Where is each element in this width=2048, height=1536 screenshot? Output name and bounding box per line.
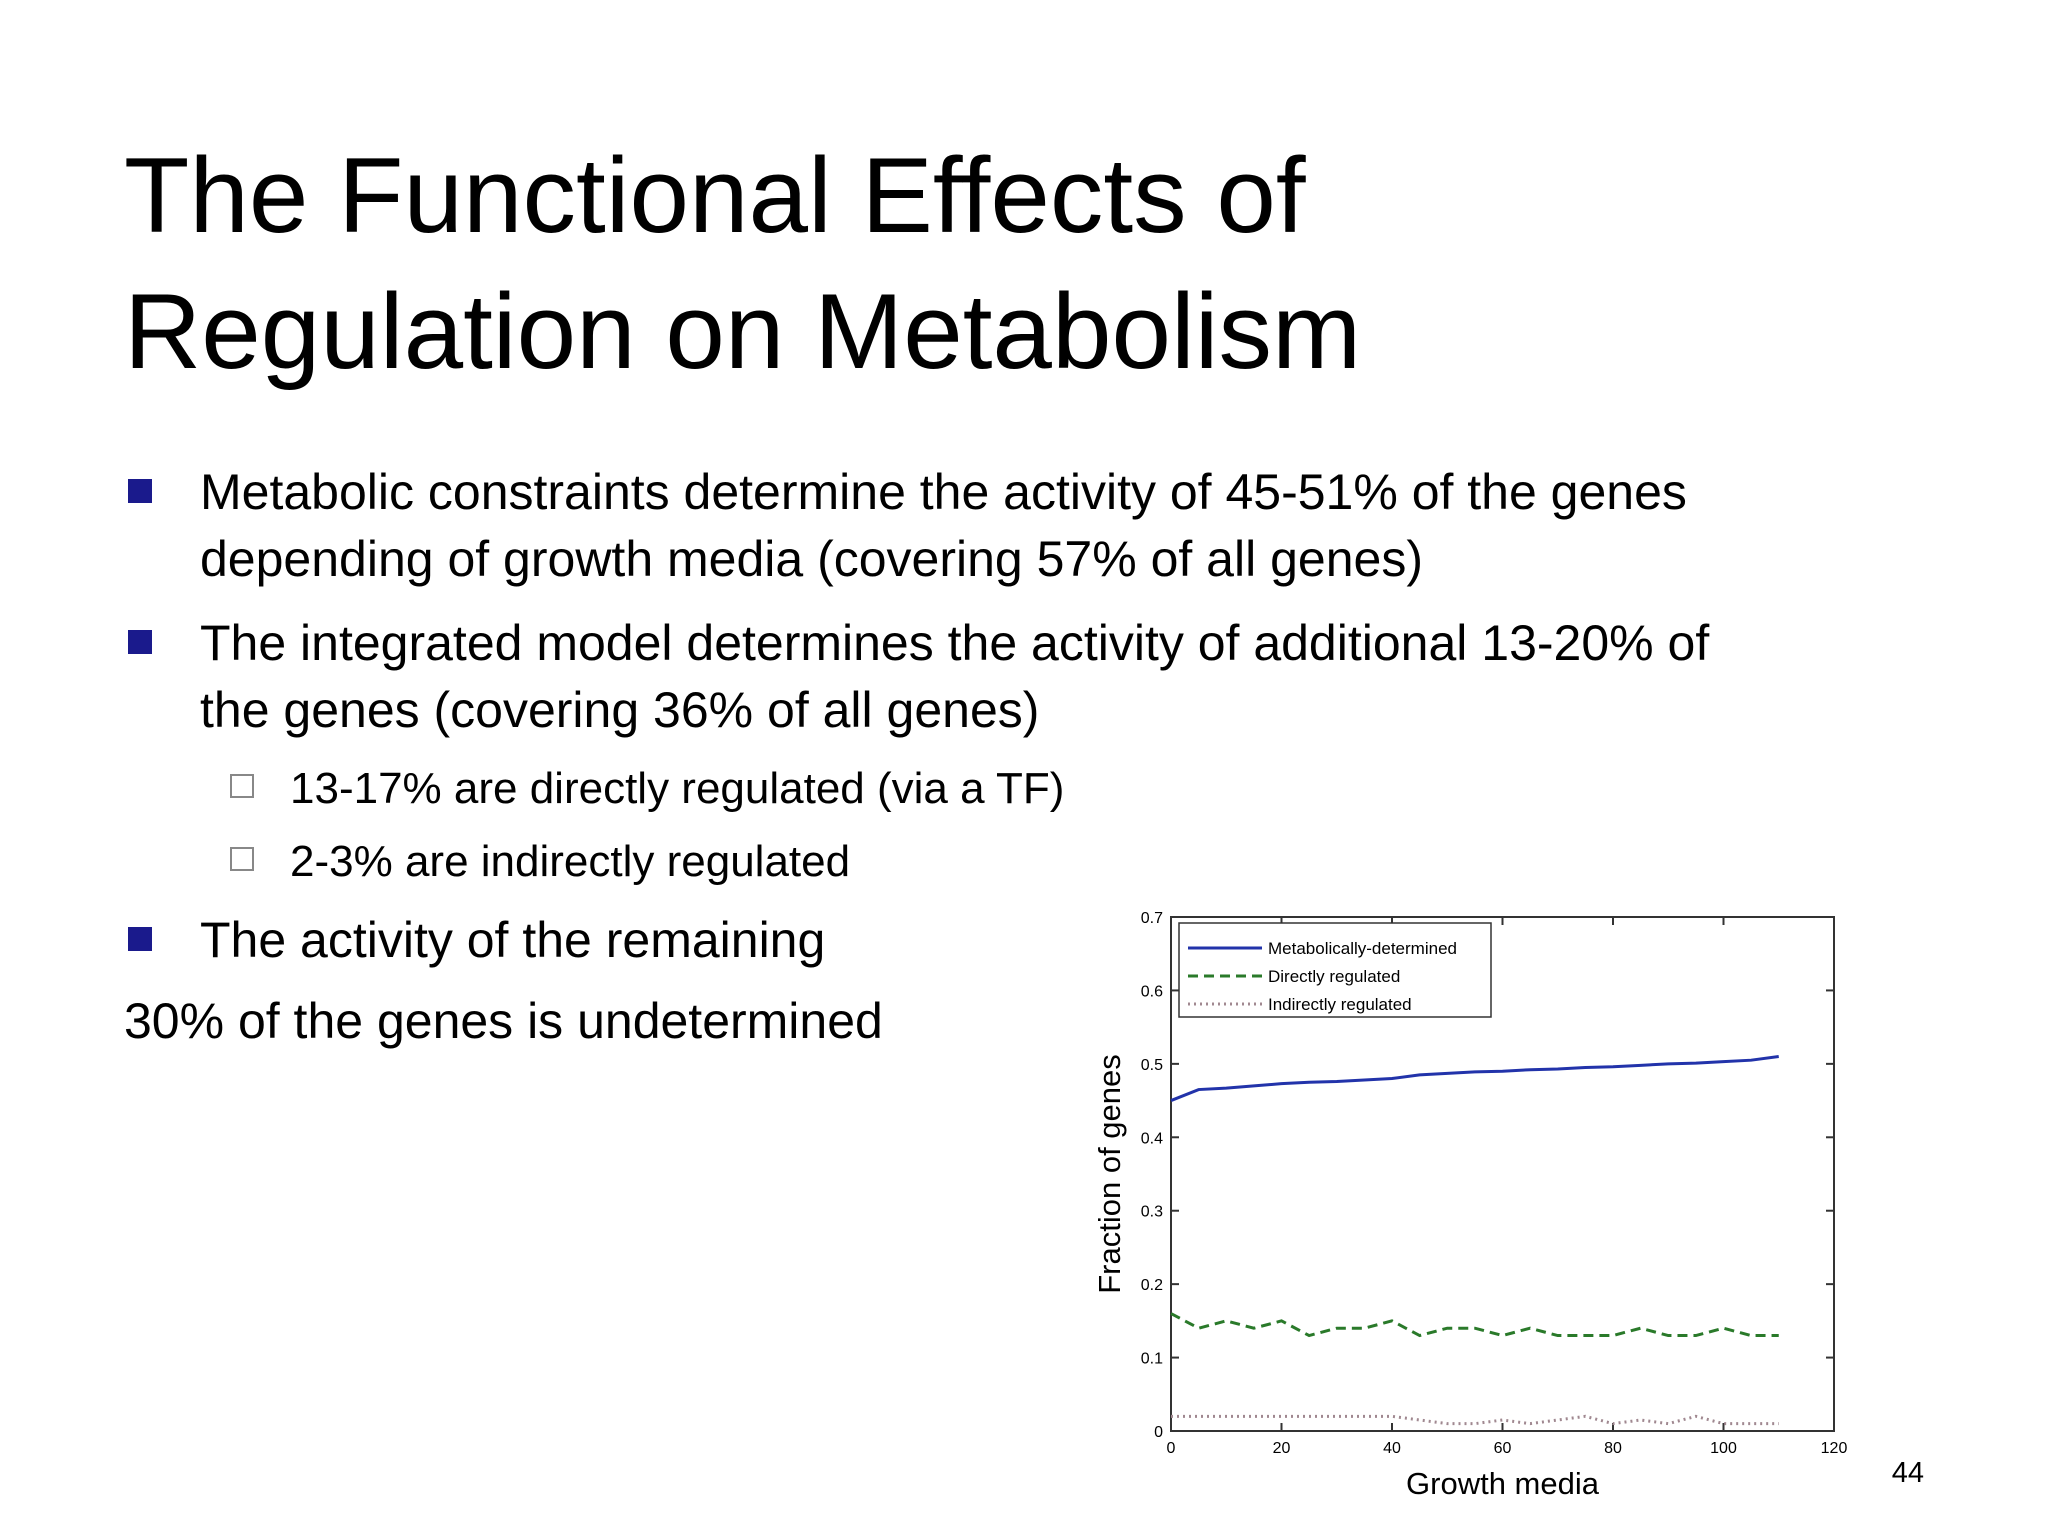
y-tick-label: 0.4 — [1141, 1130, 1163, 1147]
bullet-text: Metabolic constraints determine the acti… — [200, 464, 1687, 520]
bullet-square — [128, 927, 152, 951]
sub-bullet-box — [230, 774, 254, 798]
legend-label: Directly regulated — [1268, 967, 1400, 986]
y-tick-label: 0.5 — [1141, 1057, 1163, 1074]
sub-bullet-box — [230, 847, 254, 871]
legend-label: Indirectly regulated — [1268, 995, 1412, 1014]
slide-title: The Functional Effects of — [124, 135, 1306, 255]
y-tick-label: 0 — [1154, 1424, 1163, 1441]
sub-bullet-text: 13-17% are directly regulated (via a TF) — [290, 764, 1064, 813]
x-axis-label: Growth media — [1406, 1466, 1600, 1501]
x-tick-label: 40 — [1383, 1440, 1401, 1457]
x-tick-label: 100 — [1710, 1440, 1737, 1457]
x-tick-label: 20 — [1273, 1440, 1291, 1457]
bullet-text: depending of growth media (covering 57% … — [200, 531, 1423, 587]
x-tick-label: 120 — [1821, 1440, 1848, 1457]
x-tick-label: 0 — [1167, 1440, 1176, 1457]
bullet-text: 30% of the genes is undetermined — [124, 993, 883, 1049]
y-tick-label: 0.1 — [1141, 1351, 1163, 1368]
sub-bullet-text: 2-3% are indirectly regulated — [290, 837, 850, 886]
y-axis-label: Fraction of genes — [1092, 1054, 1127, 1294]
x-tick-label: 80 — [1604, 1440, 1622, 1457]
bullet-square — [128, 479, 152, 503]
bullet-text: the genes (covering 36% of all genes) — [200, 682, 1039, 738]
bullet-text: The activity of the remaining — [200, 912, 825, 968]
legend-box — [1178, 922, 1492, 1018]
x-tick-label: 60 — [1494, 1440, 1512, 1457]
slide-title: Regulation on Metabolism — [124, 271, 1361, 391]
bullet-square — [128, 630, 152, 654]
y-tick-label: 0.6 — [1141, 983, 1163, 1000]
page-number: 44 — [1892, 1457, 1924, 1489]
series-line — [1170, 1055, 1779, 1102]
bullet-text: The integrated model determines the acti… — [200, 615, 1709, 671]
y-tick-label: 0.7 — [1141, 910, 1163, 927]
legend-label: Metabolically-determined — [1268, 939, 1457, 958]
series-line — [1170, 1312, 1779, 1338]
y-tick-label: 0.2 — [1141, 1277, 1163, 1294]
y-tick-label: 0.3 — [1141, 1204, 1163, 1221]
